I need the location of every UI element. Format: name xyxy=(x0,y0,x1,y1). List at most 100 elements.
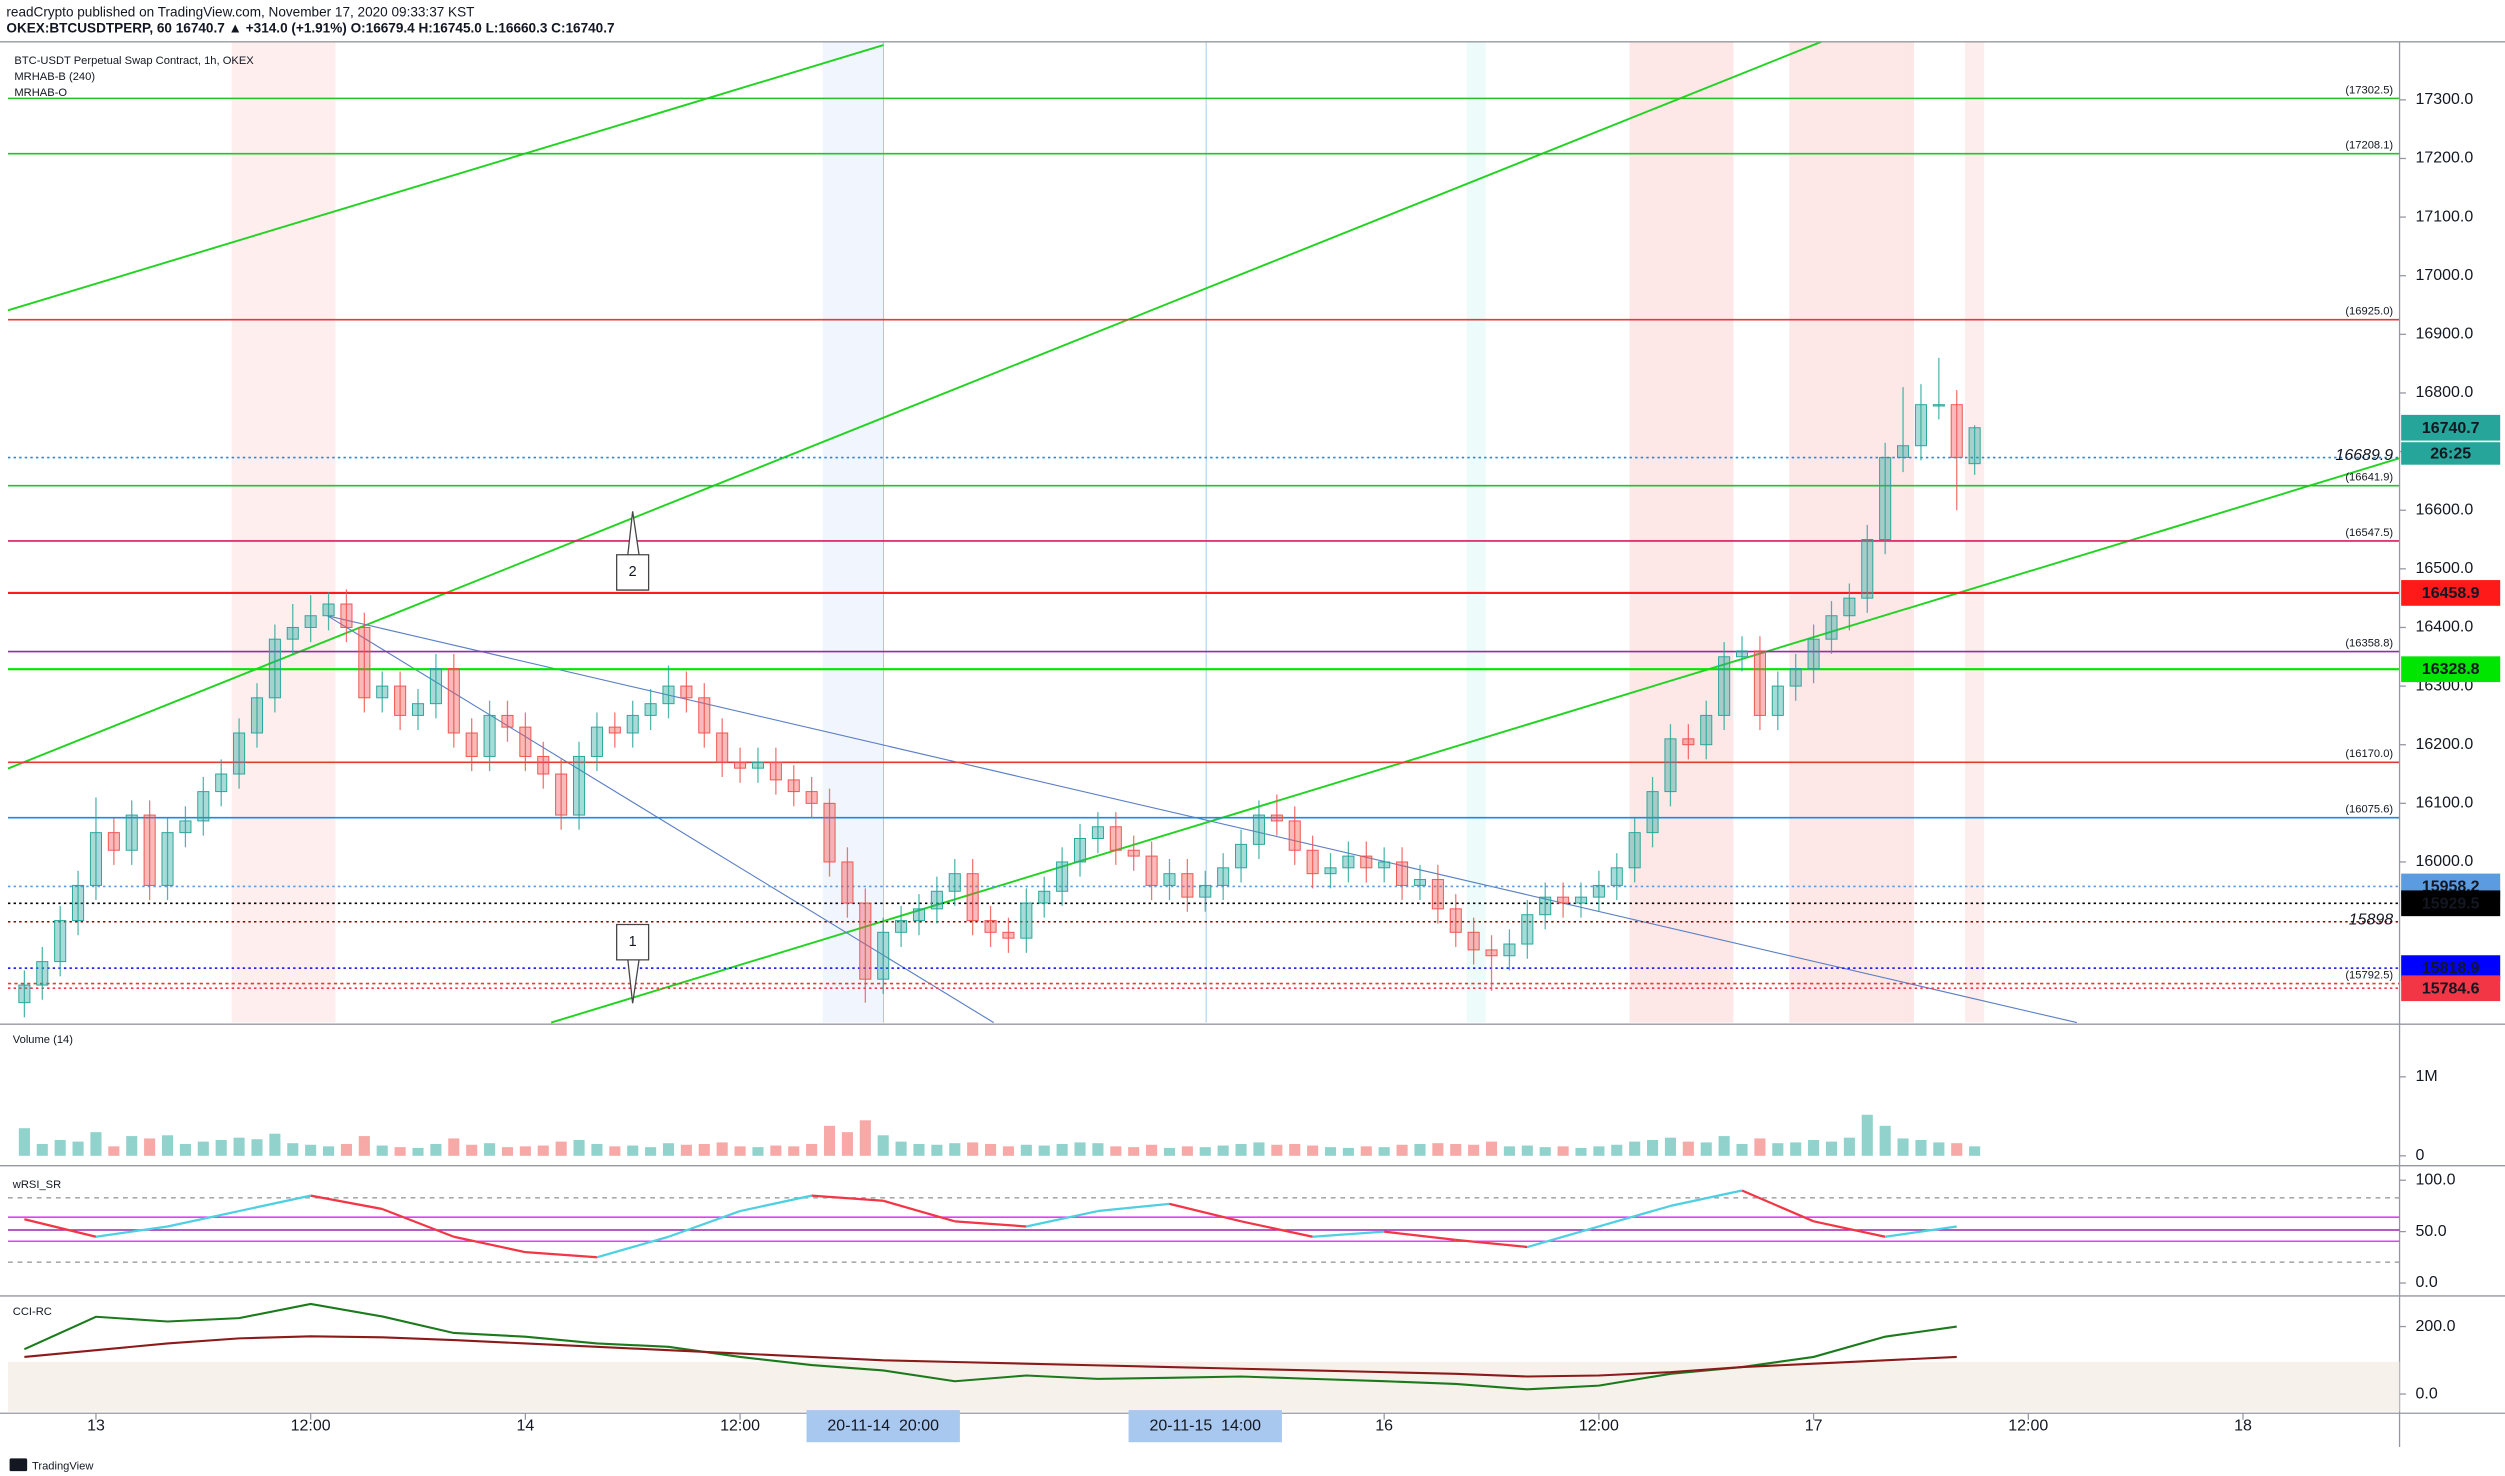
y-tick-label: 0 xyxy=(2416,1146,2425,1164)
band xyxy=(822,41,884,1023)
volume-bar xyxy=(1539,1147,1551,1156)
candle-body xyxy=(1807,638,1820,669)
y-tick-label: 16400.0 xyxy=(2416,618,2474,636)
volume-bar xyxy=(1503,1146,1515,1156)
y-tick-label: 50.0 xyxy=(2416,1222,2447,1240)
candle-body xyxy=(1485,949,1498,957)
indicator-segment xyxy=(1741,1189,1815,1223)
volume-bar xyxy=(90,1132,102,1156)
price-label: 16328.8 xyxy=(2422,660,2480,678)
volume-bar xyxy=(161,1135,174,1156)
candle-body xyxy=(125,814,138,851)
candle-body xyxy=(662,685,675,705)
indicator-segment xyxy=(238,1194,311,1213)
volume-bar xyxy=(1450,1143,1462,1156)
y-tick-label: 1M xyxy=(2416,1067,2438,1085)
candle-body xyxy=(1682,738,1695,746)
candle-body xyxy=(1628,832,1641,869)
candle-body xyxy=(1127,849,1140,857)
volume-bar xyxy=(126,1136,138,1156)
y-tick-label: 16900.0 xyxy=(2416,325,2474,343)
y-tick-label: 16800.0 xyxy=(2416,383,2474,401)
marked-price-label: 15898 xyxy=(2349,910,2393,928)
band xyxy=(1466,41,1486,1023)
indicator-segment xyxy=(1670,1189,1743,1208)
candle-body xyxy=(1503,943,1516,957)
volume-bar xyxy=(1199,1147,1211,1156)
legend-title: BTC-USDT Perpetual Swap Contract, 1h, OK… xyxy=(14,55,254,67)
volume-bar xyxy=(1915,1140,1927,1156)
volume-bar xyxy=(913,1143,925,1156)
candle-body xyxy=(1843,597,1856,617)
volume-bar xyxy=(251,1139,263,1156)
x-tick-label: 14 xyxy=(516,1416,534,1434)
volume-bar xyxy=(1700,1142,1712,1156)
y-tick-label: 17300.0 xyxy=(2416,90,2474,108)
indicator-segment xyxy=(1169,1202,1242,1223)
candle-body xyxy=(197,791,210,822)
logo xyxy=(9,1458,28,1472)
indicator-segment xyxy=(525,1251,598,1259)
quote-line: OKEX:BTCUSDTPERP, 60 16740.7 ▲ +314.0 (+… xyxy=(6,21,614,36)
footer: TradingView xyxy=(32,1460,94,1472)
volume-bar xyxy=(1414,1143,1426,1156)
trend-line xyxy=(7,40,1822,770)
candle-body xyxy=(1270,814,1283,822)
level-label: (16170.0) xyxy=(2345,748,2393,760)
volume-bar xyxy=(1271,1144,1283,1156)
rsi-guides xyxy=(7,1197,2400,1263)
candle-body xyxy=(394,685,407,716)
candle-body xyxy=(501,714,514,728)
candle-body xyxy=(1091,826,1104,839)
price-label-box xyxy=(2401,656,2501,683)
volume-bar xyxy=(1110,1146,1122,1156)
x-tick-label: 16 xyxy=(1375,1416,1393,1434)
candle-body xyxy=(340,603,353,628)
candle-body xyxy=(1467,931,1480,951)
pane-title: Volume (14) xyxy=(13,1034,73,1046)
candle-body xyxy=(1217,867,1230,886)
y-tick-label: 16200.0 xyxy=(2416,735,2474,753)
indicator-segment xyxy=(310,1194,383,1211)
candle-body xyxy=(72,884,85,922)
price-label: 15784.6 xyxy=(2422,979,2480,997)
callout-2 xyxy=(616,511,650,591)
candle-body xyxy=(322,603,335,617)
level-label: (16075.6) xyxy=(2345,804,2393,816)
volume-bar xyxy=(18,1128,30,1156)
volume-bar xyxy=(1933,1142,1945,1156)
y-tick-label: 17000.0 xyxy=(2416,266,2474,284)
annotation: 2 xyxy=(629,564,637,580)
indicator-segment xyxy=(668,1209,741,1238)
volume-bar xyxy=(662,1143,675,1156)
volume-bar xyxy=(1163,1147,1176,1156)
candle-body xyxy=(698,697,711,734)
candle-body xyxy=(1288,820,1301,851)
axes: 16000.016100.016200.016300.016400.016500… xyxy=(87,90,2501,1443)
volume-bar xyxy=(72,1141,84,1156)
candle-body xyxy=(54,920,67,963)
indicator-segment xyxy=(1885,1225,1957,1238)
candle-body xyxy=(36,961,49,986)
volume-bar xyxy=(985,1143,997,1156)
candle-body xyxy=(1914,404,1927,447)
price-label-box xyxy=(2401,975,2501,1002)
candle-body xyxy=(1825,615,1838,640)
candle-body xyxy=(966,873,979,922)
volume-bar xyxy=(1485,1141,1498,1156)
y-tick-label: 16600.0 xyxy=(2416,500,2474,518)
candle-body xyxy=(769,761,782,781)
annotation: 1 xyxy=(629,934,637,950)
band xyxy=(1789,41,1914,1023)
candle-body xyxy=(358,626,371,699)
indicator-segment xyxy=(1097,1202,1170,1213)
candle-body xyxy=(1610,867,1623,886)
volume-bar xyxy=(1146,1144,1158,1156)
y-tick-label: 100.0 xyxy=(2416,1170,2456,1188)
candle-body xyxy=(1020,902,1033,939)
candle-body xyxy=(1753,650,1766,716)
level-label: (15792.5) xyxy=(2345,970,2393,982)
volume-bar xyxy=(179,1143,191,1156)
volume-bar xyxy=(788,1146,800,1156)
candle-body xyxy=(841,861,854,904)
